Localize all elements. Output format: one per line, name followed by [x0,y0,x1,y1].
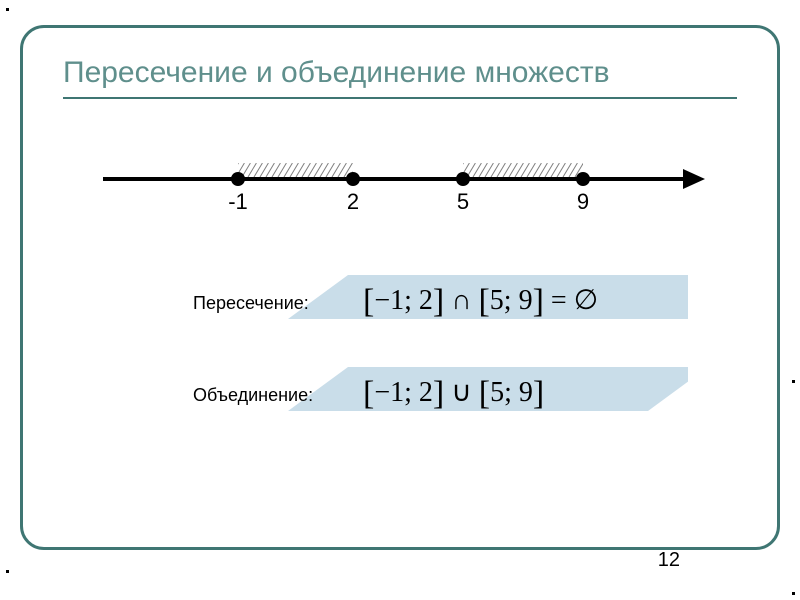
axis-arrow [683,169,705,189]
axis-point [231,172,245,186]
slide-title: Пересечение и объединение множеств [63,56,737,91]
title-rule [63,97,737,99]
number-line: -1 2 5 9 [63,149,737,229]
axis-label: 5 [457,189,469,215]
corner-dot [6,570,9,573]
formula-rows: Пересечение: [−1; 2] ∩ [5; 9] = ∅ Объедине… [63,269,737,431]
formula-row: Объединение: [−1; 2] ∪ [5; 9] [63,361,737,431]
corner-dot [6,8,9,11]
axis-point [346,172,360,186]
formula: [−1; 2] ∩ [5; 9] = ∅ [363,283,598,321]
formula-row: Пересечение: [−1; 2] ∩ [5; 9] = ∅ [63,269,737,339]
formula: [−1; 2] ∪ [5; 9] [363,375,544,413]
hatch-region [463,163,583,177]
row-label: Объединение: [193,385,313,406]
axis-point [456,172,470,186]
corner-dot [792,380,795,383]
axis-line [103,177,683,181]
axis-label: -1 [228,189,248,215]
corner-dot [792,592,795,595]
axis-label: 2 [347,189,359,215]
axis-point [576,172,590,186]
row-label: Пересечение: [193,293,309,314]
page-number: 12 [658,549,680,572]
axis-label: 9 [577,189,589,215]
slide-frame: Пересечение и объединение множеств -1 2 5 9… [20,25,780,550]
hatch-region [238,163,353,177]
